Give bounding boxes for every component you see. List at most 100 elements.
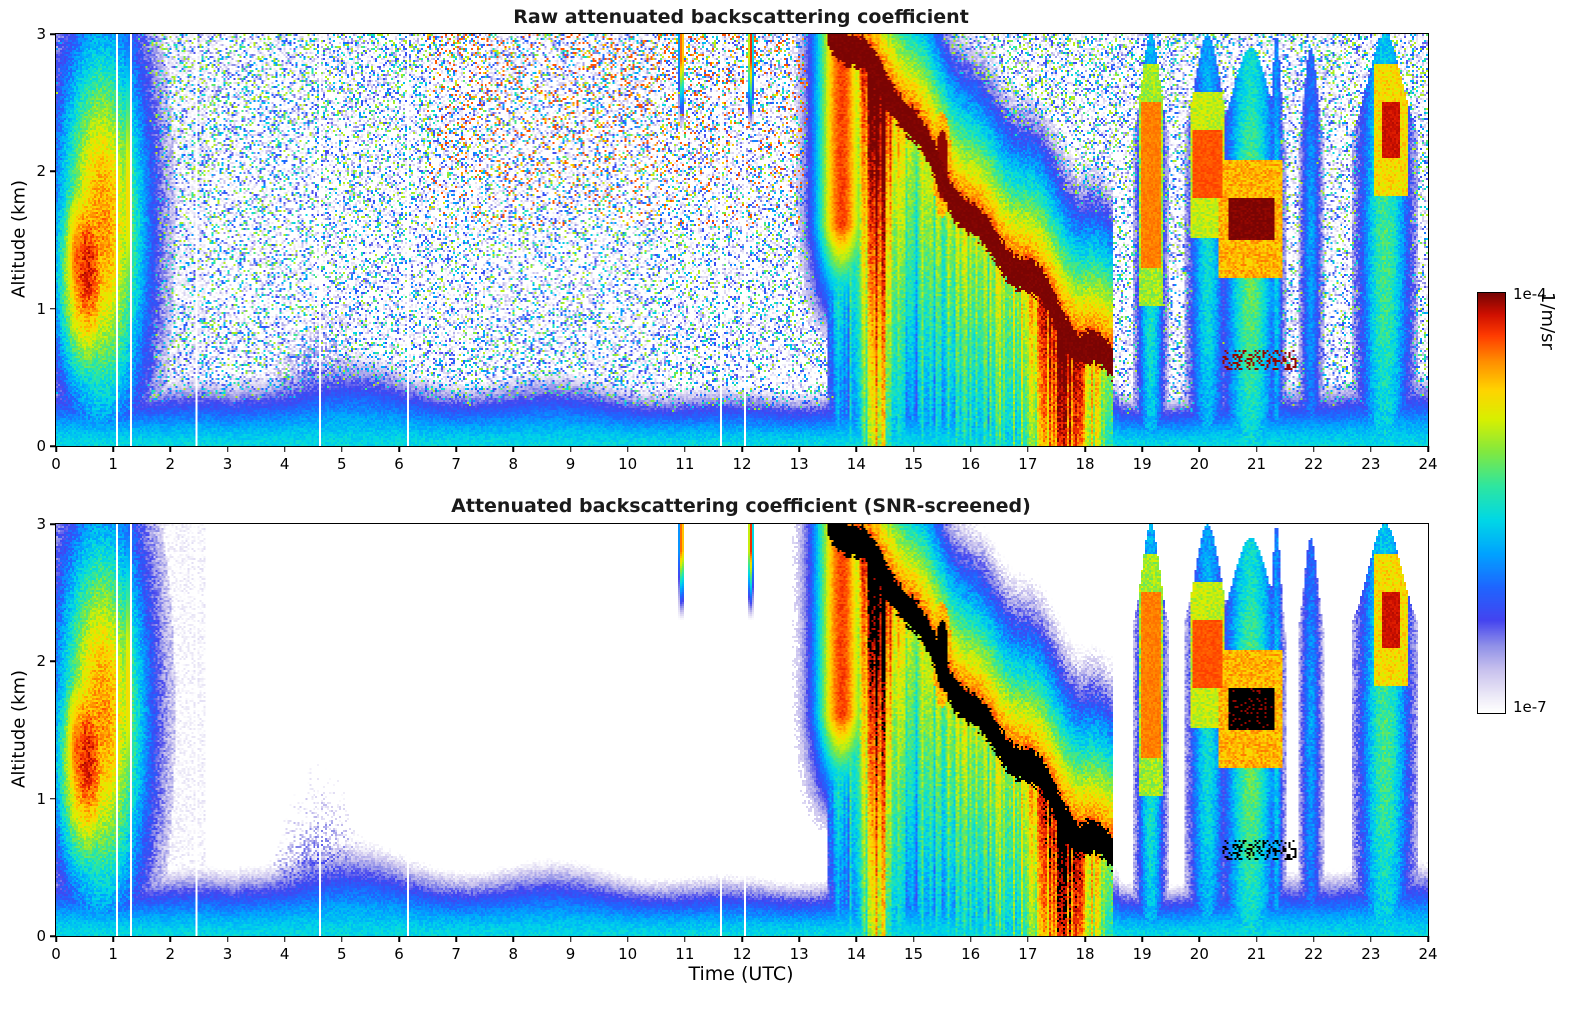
x-tick-label: 22 bbox=[1304, 945, 1324, 963]
x-tick-mark bbox=[398, 936, 400, 942]
x-tick-label: 0 bbox=[51, 455, 61, 473]
y-tick-label: 1 bbox=[36, 299, 46, 318]
screened-panel-title: Attenuated backscattering coefficient (S… bbox=[451, 495, 1031, 517]
x-tick-mark bbox=[1027, 936, 1029, 942]
x-tick-label: 24 bbox=[1418, 945, 1438, 963]
x-tick-label: 2 bbox=[165, 945, 176, 963]
x-tick-mark bbox=[112, 936, 114, 942]
x-tick-mark bbox=[55, 936, 57, 942]
x-tick-label: 18 bbox=[1075, 455, 1095, 473]
x-tick-mark bbox=[226, 446, 229, 452]
x-tick-label: 1 bbox=[108, 945, 118, 963]
y-tick-mark bbox=[50, 660, 56, 663]
x-tick-mark bbox=[1027, 446, 1029, 452]
y-axis-label-screened: Altitude (km) bbox=[8, 669, 30, 789]
x-tick-mark bbox=[512, 446, 515, 452]
y-tick-label: 2 bbox=[36, 652, 46, 671]
x-tick-label: 6 bbox=[394, 455, 404, 473]
x-tick-mark bbox=[1141, 936, 1143, 942]
raw-panel-title: Raw attenuated backscattering coefficien… bbox=[513, 6, 969, 28]
x-tick-label: 4 bbox=[279, 455, 290, 473]
x-tick-label: 16 bbox=[961, 455, 981, 473]
x-tick-label: 8 bbox=[508, 945, 519, 963]
screened-heatmap-canvas bbox=[56, 524, 1428, 936]
x-tick-label: 14 bbox=[846, 945, 866, 963]
x-tick-mark bbox=[341, 446, 343, 452]
x-tick-mark bbox=[1427, 936, 1429, 942]
x-tick-mark bbox=[512, 936, 515, 942]
x-tick-mark bbox=[798, 446, 800, 452]
x-tick-label: 23 bbox=[1361, 945, 1381, 963]
x-tick-mark bbox=[455, 446, 457, 452]
colorbar-max-label: 1e-4 bbox=[1513, 285, 1547, 303]
x-tick-label: 3 bbox=[222, 455, 233, 473]
x-tick-mark bbox=[741, 446, 743, 452]
x-tick-label: 9 bbox=[565, 455, 576, 473]
x-tick-label: 0 bbox=[51, 945, 61, 963]
y-tick-label: 2 bbox=[36, 162, 46, 181]
x-tick-label: 22 bbox=[1304, 455, 1324, 473]
x-tick-label: 15 bbox=[903, 945, 924, 963]
x-tick-label: 17 bbox=[1018, 945, 1038, 963]
x-tick-mark bbox=[1084, 936, 1086, 942]
x-tick-mark bbox=[855, 936, 858, 942]
x-tick-label: 18 bbox=[1075, 945, 1095, 963]
x-tick-mark bbox=[684, 446, 686, 452]
x-tick-label: 12 bbox=[732, 945, 752, 963]
y-tick-label: 1 bbox=[36, 789, 46, 808]
y-tick-label: 3 bbox=[36, 25, 46, 43]
x-tick-mark bbox=[1198, 936, 1201, 942]
x-tick-mark bbox=[626, 446, 629, 452]
x-tick-mark bbox=[1198, 446, 1201, 452]
x-tick-mark bbox=[1312, 446, 1315, 452]
x-tick-label: 8 bbox=[508, 455, 519, 473]
colorbar-unit-label: 1/m/sr bbox=[1537, 292, 1558, 350]
x-tick-mark bbox=[1255, 446, 1258, 452]
x-tick-label: 4 bbox=[279, 945, 290, 963]
screened-heatmap: 0 1 2 3 4 5 6 7 8 9 10 11 12 13 14 15 16 17 18 19 20 21 22 23 24… bbox=[36, 515, 1437, 963]
x-tick-mark bbox=[1427, 446, 1429, 452]
x-tick-label: 13 bbox=[789, 455, 809, 473]
y-tick-label: 0 bbox=[36, 927, 46, 945]
x-tick-label: 12 bbox=[732, 455, 752, 473]
colorbar-gradient bbox=[1478, 293, 1505, 713]
x-tick-label: 7 bbox=[451, 455, 461, 473]
x-tick-label: 23 bbox=[1361, 455, 1381, 473]
x-tick-mark bbox=[283, 446, 286, 452]
x-tick-label: 5 bbox=[337, 455, 347, 473]
x-tick-label: 20 bbox=[1189, 455, 1209, 473]
x-tick-label: 14 bbox=[846, 455, 866, 473]
raw-heatmap: 0 1 2 3 4 5 6 7 8 9 10 11 12 13 14 15 16 17 18 19 20 21 22 23 24… bbox=[36, 25, 1437, 473]
x-tick-label: 13 bbox=[789, 945, 809, 963]
x-tick-mark bbox=[169, 446, 172, 452]
x-tick-mark bbox=[569, 446, 572, 452]
y-tick-label: 3 bbox=[36, 515, 46, 533]
x-tick-mark bbox=[741, 936, 743, 942]
x-tick-label: 24 bbox=[1418, 455, 1438, 473]
x-tick-mark bbox=[1312, 936, 1315, 942]
y-tick-mark bbox=[50, 170, 56, 173]
x-tick-label: 1 bbox=[108, 455, 118, 473]
x-tick-mark bbox=[226, 936, 229, 942]
x-tick-mark bbox=[341, 936, 343, 942]
x-tick-label: 11 bbox=[675, 945, 695, 963]
x-tick-mark bbox=[1370, 446, 1372, 452]
x-tick-mark bbox=[112, 446, 114, 452]
x-tick-mark bbox=[855, 446, 858, 452]
y-tick-mark bbox=[50, 797, 56, 800]
x-tick-mark bbox=[912, 446, 915, 452]
y-tick-mark bbox=[50, 935, 56, 937]
x-tick-mark bbox=[1370, 936, 1372, 942]
raw-heatmap-canvas bbox=[56, 34, 1428, 446]
x-tick-mark bbox=[1141, 446, 1143, 452]
x-tick-label: 9 bbox=[565, 945, 576, 963]
x-tick-mark bbox=[798, 936, 800, 942]
x-tick-mark bbox=[455, 936, 457, 942]
x-tick-mark bbox=[55, 446, 57, 452]
y-tick-mark bbox=[50, 33, 56, 35]
x-tick-label: 19 bbox=[1132, 945, 1152, 963]
x-tick-mark bbox=[283, 936, 286, 942]
x-tick-label: 2 bbox=[165, 455, 176, 473]
x-tick-label: 15 bbox=[903, 455, 924, 473]
